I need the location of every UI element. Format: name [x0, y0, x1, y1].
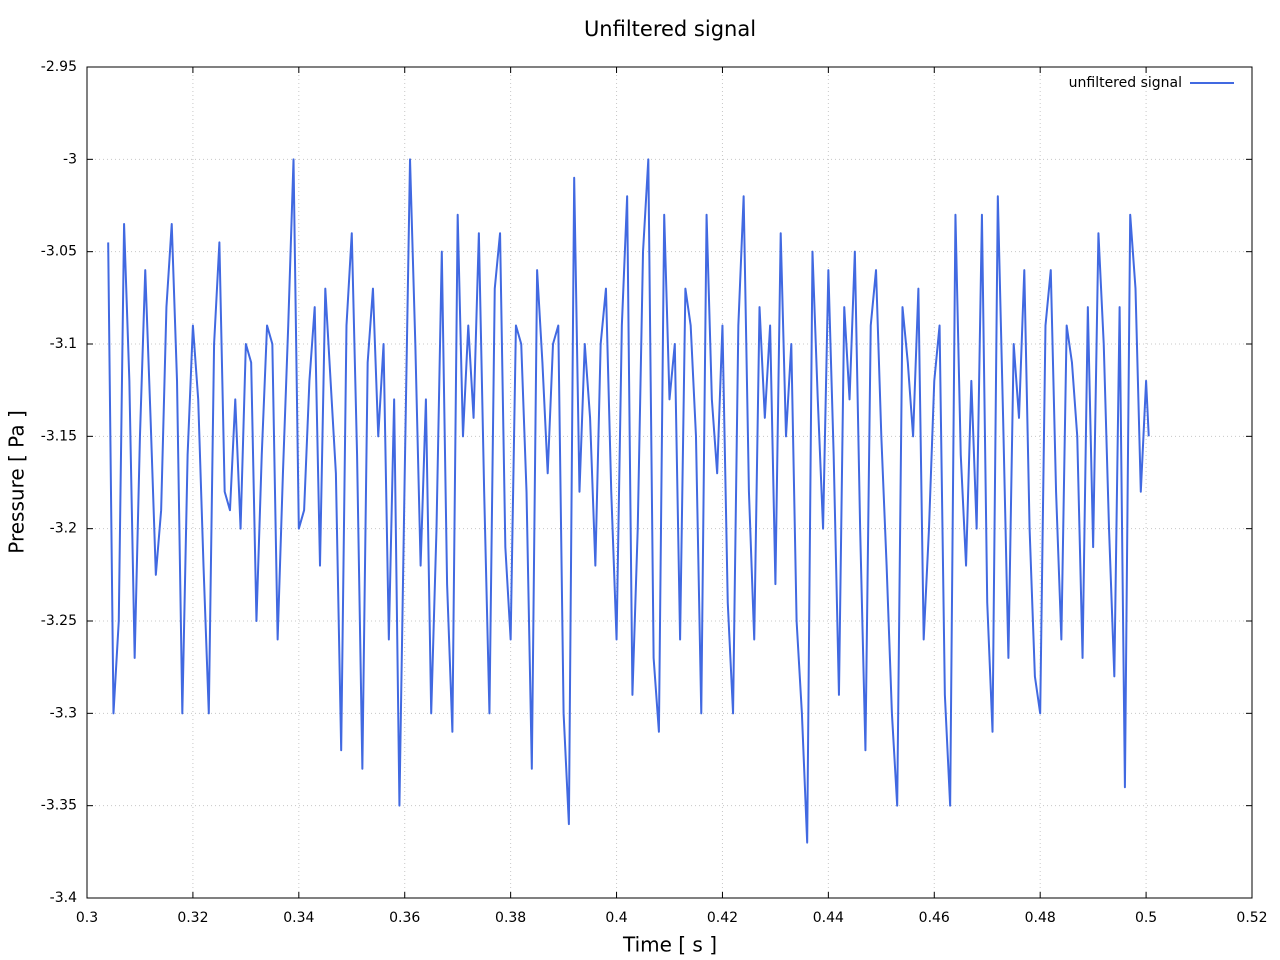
y-tick-label: -3.3	[50, 705, 77, 721]
x-tick-label: 0.36	[389, 910, 420, 926]
x-tick-label: 0.48	[1025, 910, 1056, 926]
y-tick-label: -3.35	[41, 798, 77, 814]
x-tick-label: 0.34	[283, 910, 314, 926]
y-tick-label: -3.25	[41, 613, 77, 629]
y-tick-label: -3.15	[41, 428, 77, 444]
x-tick-label: 0.46	[919, 910, 950, 926]
x-tick-label: 0.4	[605, 910, 627, 926]
y-tick-label: -3.4	[50, 890, 77, 906]
y-tick-label: -3.05	[41, 244, 77, 260]
y-tick-label: -3	[63, 151, 77, 167]
chart-title: Unfiltered signal	[584, 17, 756, 41]
plot-frame	[86, 66, 1253, 899]
x-tick-label: 0.3	[76, 910, 98, 926]
x-tick-label: 0.52	[1236, 910, 1267, 926]
x-tick-label: 0.38	[495, 910, 526, 926]
x-tick-label: 0.44	[813, 910, 844, 926]
y-tick-label: -3.2	[50, 521, 77, 537]
y-tick-label: -3.1	[50, 336, 77, 352]
x-axis-label: Time [ s ]	[622, 933, 717, 957]
y-tick-label: -2.95	[41, 59, 77, 75]
x-tick-label: 0.32	[177, 910, 208, 926]
legend-label: unfiltered signal	[1069, 75, 1182, 91]
x-tick-label: 0.5	[1135, 910, 1157, 926]
y-axis-label: Pressure [ Pa ]	[5, 410, 29, 554]
x-tick-label: 0.42	[707, 910, 738, 926]
data-line	[107, 158, 1150, 844]
